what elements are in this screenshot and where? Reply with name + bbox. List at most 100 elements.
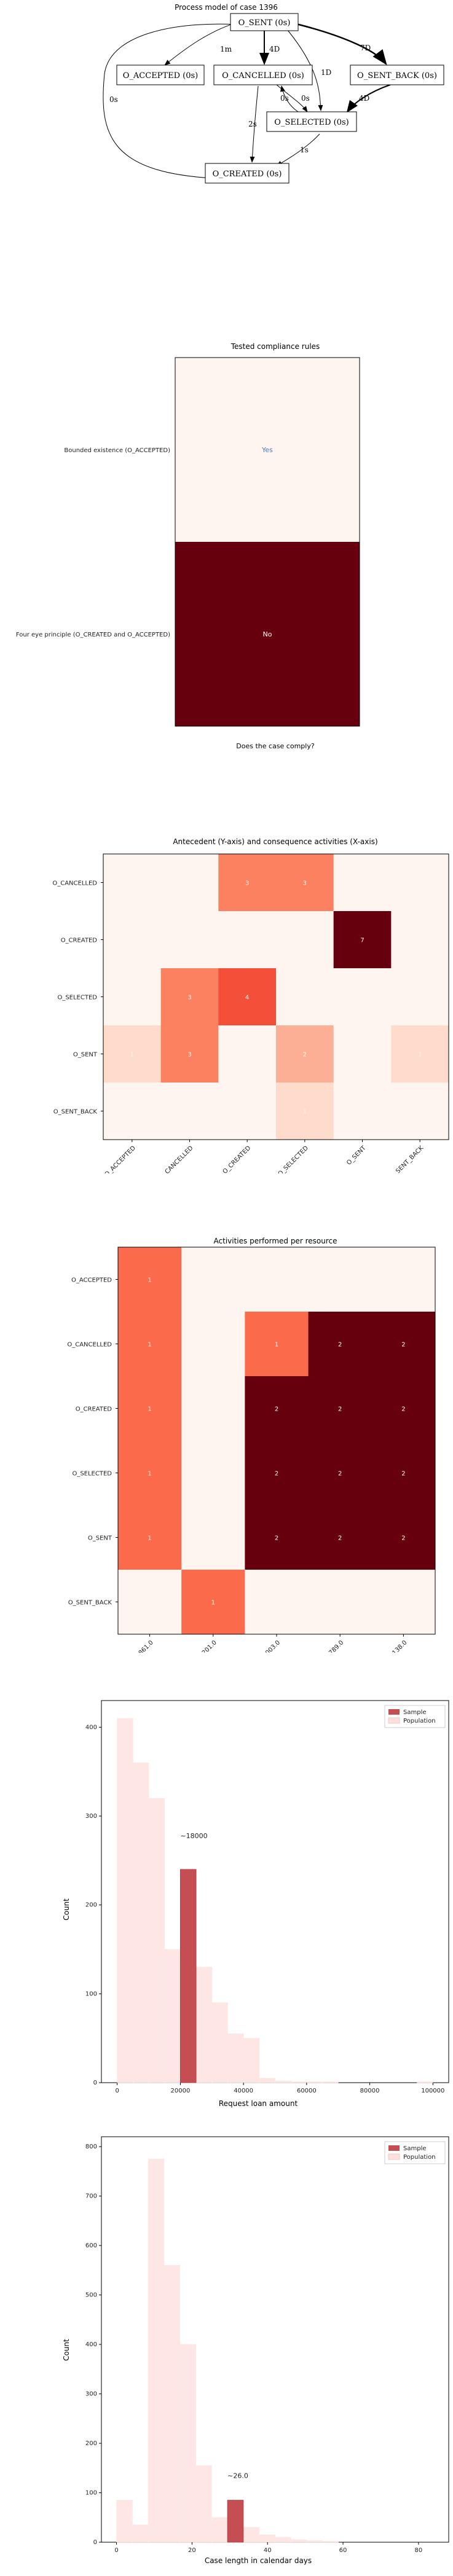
x-axis-label: Case length in calendar days [205, 2556, 312, 2565]
heatmap-cell [371, 1376, 436, 1441]
resource-heatmap: Activities performed per resource 1 0 0 0 0 O… [67, 1237, 436, 1662]
x-tick-label: 0 [115, 2088, 119, 2094]
heatmap-cell [308, 1312, 372, 1377]
population-bar [179, 2344, 196, 2543]
heatmap-value: 0 [303, 995, 307, 1001]
heatmap-value: 0 [401, 1277, 405, 1284]
x-tick-label: 60 [339, 2547, 347, 2554]
heatmap-col-label: 11201.0 [195, 1639, 218, 1653]
process-nodes: O_SENT (0s) O_ACCEPTED (0s) O_CANCELLED … [116, 13, 444, 184]
edge-sentback-selected [346, 84, 391, 113]
node-o-sent: O_SENT (0s) [230, 13, 299, 31]
heatmap-value: 0 [360, 880, 364, 887]
heatmap-cell [118, 1505, 182, 1570]
process-model-graph: Process model of case 1396 1m 4D 7D 1D 4… [103, 3, 444, 184]
heatmap-value: 2 [401, 1342, 405, 1349]
heatmap-cell [333, 854, 392, 912]
legend-swatch [388, 1709, 400, 1715]
population-bar [132, 2524, 149, 2543]
heatmap-value: 1 [148, 1406, 151, 1413]
heatmap-cell [218, 1025, 277, 1083]
x-tick-label: 20 [188, 2547, 196, 2554]
y-tick-label: 200 [85, 2440, 97, 2447]
resource-cells: 1 0 0 0 0 O_ACCEPTED 1 0 1 2 2 O_CANCELLED 1 0 2 2 2 O_CR… [67, 1247, 436, 1662]
y-tick-label: 400 [85, 1724, 97, 1731]
resource-panel: Activities performed per resource 1 0 0 0 0 O… [0, 1229, 453, 1662]
x-tick-label: 0 [114, 2547, 118, 2554]
edge-label: 4D [269, 45, 280, 53]
heatmap-value: 3 [187, 1052, 191, 1059]
heatmap-value: 0 [130, 880, 134, 887]
population-bar [243, 2527, 260, 2543]
heatmap-cell [308, 1570, 372, 1635]
heatmap-col-label: 11003.0 [259, 1639, 282, 1653]
heatmap-cell [245, 1247, 309, 1312]
population-bar [195, 1967, 213, 2083]
heatmap-value: 0 [360, 1109, 364, 1116]
svg-text:O_SELECTED (0s): O_SELECTED (0s) [274, 118, 349, 127]
svg-text:O_CREATED (0s): O_CREATED (0s) [213, 170, 282, 179]
heatmap-value: 2 [275, 1471, 278, 1478]
heatmap-cell [371, 1570, 436, 1635]
heatmap-cell [103, 968, 162, 1026]
heatmap-cell [308, 1441, 372, 1506]
legend-swatch [388, 2145, 400, 2151]
heatmap-value: 0 [275, 1600, 278, 1607]
y-tick-label: 800 [85, 2143, 97, 2150]
node-o-selected: O_SELECTED (0s) [266, 111, 357, 132]
population-bar [275, 2537, 291, 2543]
heatmap-cell [103, 1025, 162, 1083]
population-bar [211, 2002, 228, 2083]
heatmap-row-label: O_CANCELLED [52, 880, 97, 887]
heatmap-value: 0 [418, 1109, 422, 1116]
compliance-value: Yes [261, 446, 273, 454]
heatmap-value: 0 [360, 995, 364, 1001]
edge-sent-accepted [164, 22, 239, 66]
x-tick-label: 20000 [171, 2088, 191, 2094]
heatmap-value: 0 [187, 1109, 191, 1116]
heatmap-cell [245, 1312, 309, 1377]
y-tick-label: 700 [85, 2193, 97, 2200]
case-length-panel: ∼26.0 0 20 40 60 80 0 100 200 300 400 500 600 700 800 S… [0, 2132, 453, 2574]
process-model-title: Process model of case 1396 [175, 3, 278, 12]
heatmap-cell [391, 968, 449, 1026]
x-axis-label: Does the case comply? [236, 742, 315, 750]
node-o-accepted: O_ACCEPTED (0s) [116, 65, 205, 85]
population-bar [306, 2540, 323, 2543]
compliance-cell [175, 542, 360, 726]
heatmap-cell [160, 1082, 219, 1140]
edge-label: 1m [220, 45, 232, 53]
sample-bar [180, 1869, 197, 2083]
loan-plot: ∼18000 0 20000 40000 60000 80000 100000 0 100 200… [85, 1700, 449, 2094]
heatmap-value: 0 [130, 1109, 134, 1116]
heatmap-value: 0 [211, 1342, 215, 1349]
heatmap-value: 0 [418, 880, 422, 887]
heatmap-cell [308, 1376, 372, 1441]
heatmap-value: 0 [245, 1109, 249, 1116]
heatmap-cell [371, 1505, 436, 1570]
heatmap-row-label: O_CREATED [76, 1406, 112, 1413]
x-tick-label: 40 [264, 2547, 272, 2554]
sample-annotation: ∼18000 [180, 1832, 207, 1840]
antecedent-cells: 0 0 3 3 0 0 O_CANCELLED 0 0 0 0 7 0 O_CREATED 0 3 4 0 0 0 O_… [52, 853, 449, 1181]
heatmap-value: 0 [418, 938, 422, 944]
heatmap-row-label: O_CREATED [61, 938, 98, 944]
edge-label: 4D [359, 94, 369, 103]
y-tick-label: 100 [85, 2490, 97, 2497]
legend-swatch [388, 2153, 400, 2160]
edge-label: 1D [321, 68, 331, 77]
loan-amount-panel: ∼18000 0 20000 40000 60000 80000 100000 0 100 200… [0, 1696, 453, 2113]
compliance-rule-label: Four eye principle (O_CREATED and O_ACCE… [16, 632, 170, 638]
heatmap-value: 3 [187, 995, 191, 1001]
heatmap-cell [371, 1312, 436, 1377]
heatmap-cell [276, 911, 334, 969]
legend-swatch [388, 1717, 400, 1724]
heatmap-value: 2 [303, 1052, 307, 1059]
heatmap-cell [118, 1570, 182, 1635]
heatmap-col-label: 10789.0 [322, 1639, 345, 1653]
heatmap-cell [160, 1025, 219, 1083]
heatmap-cell [276, 1082, 334, 1140]
heatmap-value: 2 [275, 1406, 278, 1413]
heatmap-value: 1 [148, 1471, 151, 1478]
y-tick-label: 400 [85, 2341, 97, 2348]
